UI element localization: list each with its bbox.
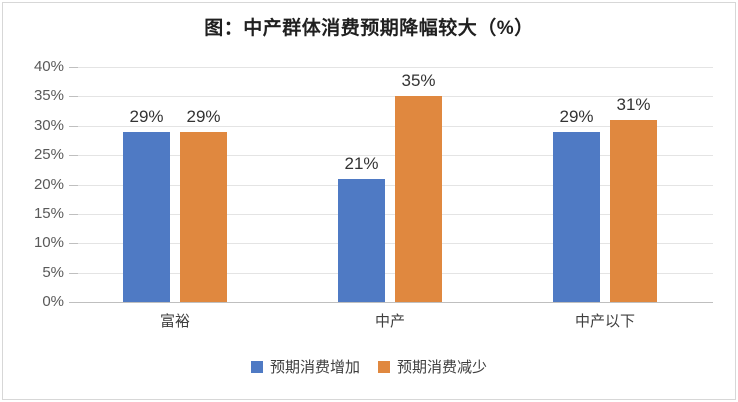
legend-item: 预期消费增加 — [250, 356, 360, 377]
y-tick — [69, 67, 78, 68]
y-axis-label: 15% — [33, 205, 64, 222]
bar — [395, 96, 442, 302]
legend-label: 预期消费增加 — [269, 359, 360, 376]
bar — [553, 132, 600, 302]
x-axis-label: 中产 — [374, 313, 405, 330]
y-tick — [69, 214, 78, 215]
legend-label: 预期消费减少 — [397, 359, 488, 376]
y-axis-label: 20% — [33, 176, 64, 193]
y-axis-label: 40% — [33, 58, 64, 75]
x-axis-label: 中产以下 — [574, 313, 635, 330]
y-tick — [69, 126, 78, 127]
y-axis-label: 5% — [42, 264, 64, 281]
bar — [338, 179, 385, 302]
bar-value-label: 29% — [129, 107, 164, 126]
legend-item: 预期消费减少 — [378, 356, 487, 377]
y-axis-label: 35% — [33, 87, 64, 104]
bar-value-label: 31% — [616, 95, 651, 114]
legend-swatch-icon — [378, 360, 390, 373]
bar-value-label: 35% — [401, 71, 436, 90]
y-axis-label: 10% — [33, 234, 64, 251]
legend-swatch-icon — [250, 360, 263, 373]
y-axis-label: 0% — [42, 293, 64, 310]
bar-value-label: 29% — [559, 107, 594, 126]
gridline — [78, 67, 713, 68]
x-axis-label: 富裕 — [159, 313, 190, 330]
y-tick — [69, 243, 78, 244]
bar — [180, 132, 227, 302]
y-tick — [69, 96, 78, 97]
y-tick — [69, 185, 78, 186]
bar-value-label: 21% — [344, 154, 379, 173]
x-axis-line — [69, 302, 713, 303]
legend: 预期消费增加 预期消费减少 — [0, 356, 738, 377]
y-tick — [69, 155, 78, 156]
y-tick — [69, 273, 78, 274]
bar — [610, 120, 657, 302]
chart-title: 图：中产群体消费预期降幅较大（%） — [204, 18, 534, 39]
y-axis-label: 25% — [33, 146, 64, 163]
y-axis-label: 30% — [33, 117, 64, 134]
bar — [123, 132, 170, 302]
bar-value-label: 29% — [186, 107, 221, 126]
